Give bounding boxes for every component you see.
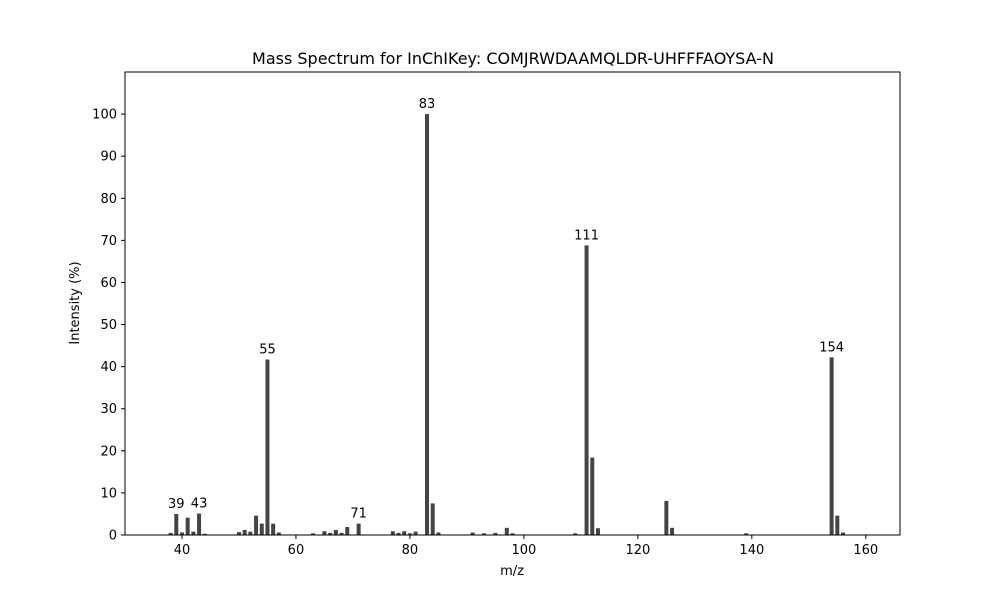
- bar-mz-66: [328, 532, 333, 535]
- bar-mz-98: [510, 533, 515, 535]
- bar-mz-77: [390, 531, 395, 535]
- bar-mz-57: [276, 532, 281, 535]
- chart-title: Mass Spectrum for InChIKey: COMJRWDAAMQL…: [252, 49, 774, 68]
- bar-mz-78: [396, 532, 401, 535]
- x-axis: 40 60 80 100 120 140 160: [174, 535, 878, 558]
- peak-label-154: 154: [819, 340, 844, 355]
- bar-mz-69: [345, 527, 350, 535]
- bar-mz-50: [236, 532, 241, 535]
- bar-mz-53: [254, 515, 259, 535]
- bar-mz-51: [242, 529, 247, 535]
- y-tick-label-30: 30: [100, 402, 117, 417]
- bar-mz-44: [202, 533, 207, 535]
- x-tick-label-100: 100: [511, 543, 536, 558]
- x-tick-label-140: 140: [739, 543, 764, 558]
- x-tick-label-160: 160: [853, 543, 878, 558]
- bar-mz-63: [311, 533, 316, 535]
- y-tick-label-0: 0: [109, 529, 117, 544]
- peak-label-111: 111: [574, 228, 599, 243]
- bar-mz-112: [590, 457, 595, 535]
- bar-mz-109: [573, 533, 578, 535]
- bar-mz-68: [339, 532, 344, 535]
- bar-mz-154: [829, 357, 834, 535]
- y-axis: 0 10 20 30 40 50 60 70 80 90 100: [92, 108, 125, 544]
- y-tick-label-90: 90: [100, 150, 117, 165]
- bar-mz-126: [670, 527, 675, 535]
- x-tick-label-40: 40: [174, 543, 191, 558]
- bar-mz-91: [470, 532, 475, 535]
- bar-mz-54: [259, 523, 264, 535]
- bar-mz-65: [322, 531, 327, 535]
- y-tick-label-10: 10: [100, 486, 117, 501]
- bar-mz-79: [402, 531, 407, 535]
- y-tick-label-80: 80: [100, 192, 117, 207]
- bar-mz-40: [179, 532, 184, 535]
- bar-mz-113: [595, 528, 600, 535]
- y-axis-label: Intensity (%): [68, 261, 83, 344]
- bar-mz-38: [168, 532, 173, 535]
- peak-label-55: 55: [259, 342, 276, 357]
- bar-mz-67: [333, 529, 338, 535]
- bar-mz-80: [407, 533, 412, 535]
- bar-mz-71: [356, 523, 361, 535]
- peak-label-39: 39: [168, 497, 185, 512]
- y-tick-label-50: 50: [100, 318, 117, 333]
- bar-mz-85: [436, 532, 441, 535]
- bar-mz-43: [197, 513, 202, 535]
- x-tick-label-120: 120: [625, 543, 650, 558]
- peak-labels-layer: 39 43 55 71 83 111 154: [168, 97, 844, 522]
- y-tick-label-20: 20: [100, 444, 117, 459]
- peak-label-43: 43: [191, 497, 208, 512]
- bar-mz-42: [191, 531, 196, 535]
- bar-mz-93: [482, 533, 487, 535]
- bar-mz-97: [504, 527, 509, 535]
- y-tick-label-70: 70: [100, 234, 117, 249]
- bars-layer: [168, 114, 846, 535]
- bar-mz-125: [664, 500, 669, 535]
- x-axis-label: m/z: [500, 564, 524, 579]
- bar-mz-83: [425, 114, 430, 535]
- bar-mz-111: [584, 245, 589, 535]
- x-tick-label-60: 60: [288, 543, 305, 558]
- y-tick-label-60: 60: [100, 276, 117, 291]
- bar-mz-55: [265, 359, 270, 535]
- x-tick-label-80: 80: [402, 543, 419, 558]
- bar-mz-52: [248, 531, 253, 535]
- peak-label-71: 71: [350, 507, 367, 522]
- bar-mz-41: [185, 517, 190, 535]
- y-tick-label-100: 100: [92, 108, 117, 123]
- plot-frame: [124, 71, 901, 536]
- bar-mz-81: [413, 531, 418, 535]
- bar-mz-84: [430, 503, 435, 535]
- bar-mz-139: [744, 533, 749, 535]
- bar-mz-95: [493, 532, 498, 535]
- bar-mz-39: [174, 513, 179, 535]
- peak-label-83: 83: [419, 97, 436, 112]
- bar-mz-156: [841, 532, 846, 535]
- bar-mz-56: [271, 523, 276, 535]
- y-tick-label-40: 40: [100, 360, 117, 375]
- bar-mz-155: [835, 515, 840, 535]
